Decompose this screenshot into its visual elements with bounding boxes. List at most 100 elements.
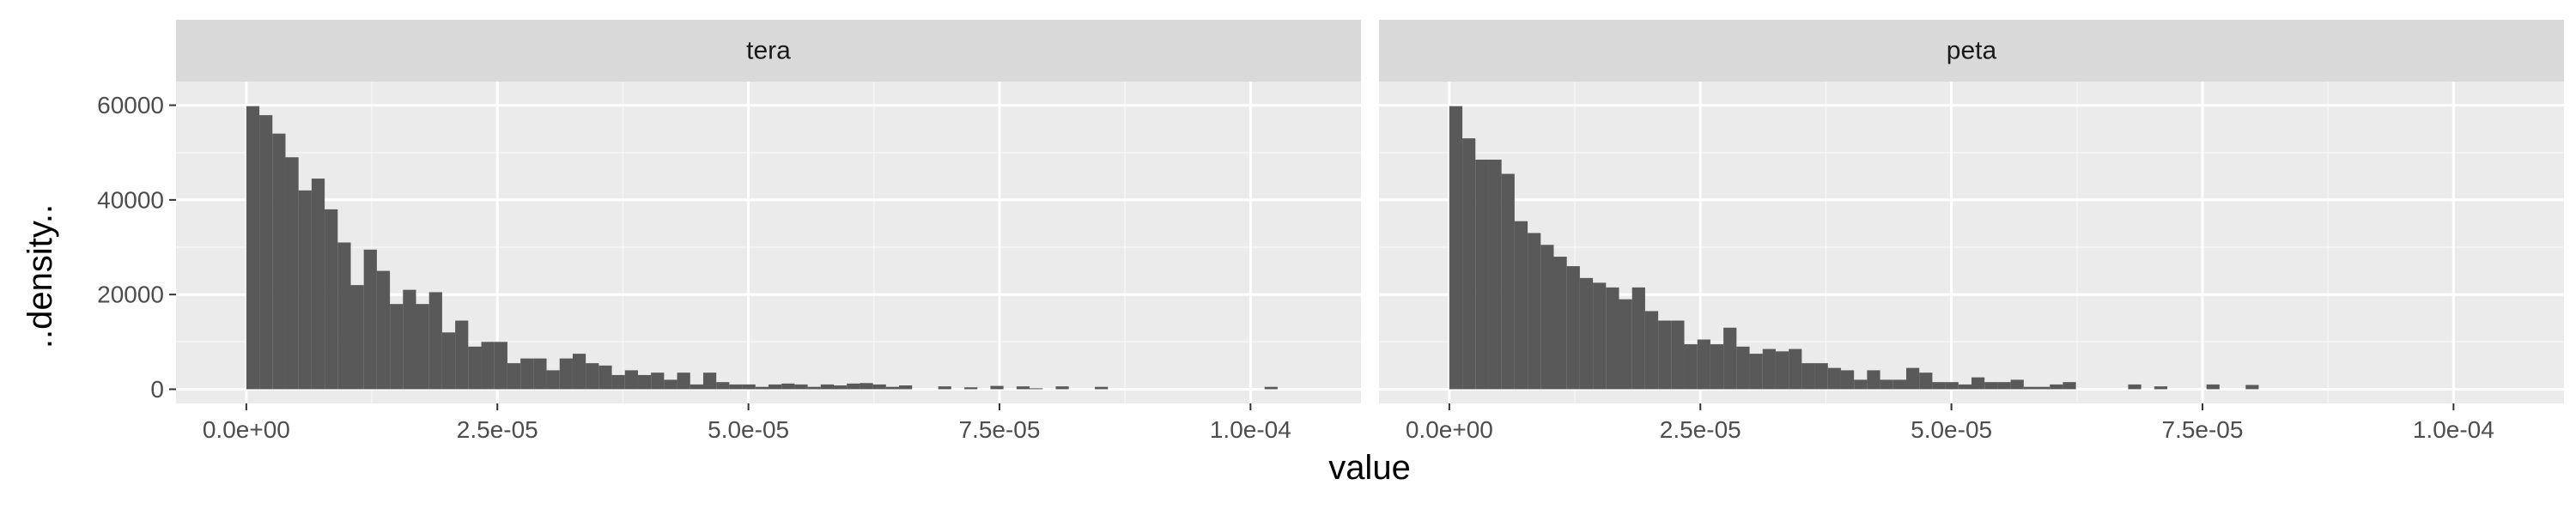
histogram-bar [2206, 384, 2220, 390]
strip-label-tera: tera [746, 37, 791, 65]
histogram-bar [1723, 327, 1737, 390]
histogram-bar [1030, 388, 1043, 390]
x-tick-label: 2.5e-05 [1660, 416, 1741, 443]
histogram-bar [781, 383, 795, 390]
histogram-bar [298, 190, 312, 390]
histogram-bar [1501, 173, 1515, 390]
histogram-bar [2010, 379, 2024, 390]
histogram-bar [1880, 379, 1893, 390]
histogram-bar [1971, 377, 1985, 390]
histogram-bar [533, 358, 547, 390]
histogram-bar [1606, 287, 1619, 390]
histogram-bar [520, 358, 534, 390]
histogram-bar [1919, 373, 1933, 390]
histogram-bar [1514, 221, 1528, 390]
histogram-bar [1932, 382, 1946, 390]
histogram-bar [938, 386, 951, 390]
histogram-bar [664, 379, 677, 390]
histogram-bar [598, 365, 612, 390]
histogram-bar [794, 384, 808, 390]
histogram-bar [337, 242, 351, 390]
histogram-bar [651, 373, 665, 390]
histogram-bar [285, 157, 299, 390]
histogram-bar [1658, 320, 1672, 390]
histogram-bar [1095, 386, 1109, 390]
histogram-bar [2050, 384, 2063, 390]
histogram-bar [272, 133, 286, 390]
histogram-bar [755, 386, 769, 390]
y-tick-label: 60000 [97, 92, 164, 118]
histogram-bar [742, 384, 756, 390]
x-tick-label: 2.5e-05 [457, 416, 538, 443]
histogram-bar [1736, 346, 1750, 390]
histogram-bar [1566, 266, 1580, 390]
histogram-bar [1488, 159, 1502, 390]
strip-label-peta: peta [1947, 37, 1997, 65]
histogram-bar [1016, 386, 1030, 390]
histogram-bar [390, 304, 404, 390]
histogram-bar [1854, 379, 1868, 390]
histogram-bar [1462, 138, 1476, 390]
histogram-bar [2154, 386, 2168, 390]
histogram-bar [1540, 245, 1554, 390]
histogram-bar [416, 304, 429, 390]
histogram-bar [1644, 311, 1659, 390]
histogram-bar [1671, 320, 1685, 390]
histogram-bar [1055, 386, 1069, 390]
histogram-bar [690, 384, 703, 390]
y-tick-label: 20000 [97, 282, 164, 308]
histogram-bar [1905, 367, 1920, 390]
histogram-bar [376, 270, 391, 390]
histogram-bar [716, 382, 730, 390]
histogram-bar [259, 115, 273, 390]
histogram-bar [311, 179, 325, 390]
histogram-bar [729, 384, 743, 390]
histogram-bar [807, 386, 821, 390]
histogram-bar [246, 106, 260, 390]
strip-background [1379, 20, 2564, 82]
histogram-bar [572, 354, 586, 390]
histogram-bar [1697, 339, 1710, 390]
histogram-bar [2128, 384, 2142, 390]
histogram-bar [1710, 344, 1724, 390]
histogram-bars [246, 106, 1278, 390]
histogram-bar [1867, 370, 1880, 390]
x-tick-label: 0.0e+00 [1406, 416, 1493, 443]
x-tick-label: 7.5e-05 [2161, 416, 2243, 443]
facet-panel-peta: peta 0.0e+00 2.5e-05 5.0e-05 7.5e-05 1.0e-04 [1379, 20, 2564, 443]
histogram-bar [1762, 348, 1776, 390]
y-axis-title: ..density.. [21, 204, 59, 348]
x-tick-label: 1.0e-04 [2413, 416, 2494, 443]
histogram-bar [1619, 299, 1632, 390]
histogram-bar [546, 370, 560, 390]
histogram-bar [559, 358, 573, 390]
histogram-bar [1958, 384, 1971, 390]
histogram-bar [990, 385, 1004, 390]
histogram-bar [1814, 363, 1828, 390]
histogram-bar [1264, 386, 1278, 390]
histogram-bar [507, 363, 521, 390]
x-tick-label: 1.0e-04 [1210, 416, 1291, 443]
histogram-bar [2023, 386, 2038, 390]
histogram-bar [1984, 382, 1998, 390]
histogram-bar [677, 373, 690, 390]
histogram-bar [860, 383, 873, 390]
histogram-bar [702, 373, 717, 390]
strip-background [176, 20, 1361, 82]
histogram-bar [1579, 277, 1594, 390]
y-axis-ticks: 0 20000 40000 60000 [97, 92, 176, 403]
histogram-bar [1475, 159, 1489, 390]
histogram-bar [441, 332, 456, 390]
x-axis-ticks: 0.0e+00 2.5e-05 5.0e-05 7.5e-05 1.0e-04 [1406, 403, 2494, 443]
y-tick-label: 40000 [97, 186, 164, 213]
histogram-bar [624, 370, 638, 390]
histogram-bar [586, 363, 599, 390]
histogram-bars [1449, 106, 2259, 390]
x-axis-ticks: 0.0e+00 2.5e-05 5.0e-05 7.5e-05 1.0e-04 [203, 403, 1291, 443]
histogram-bar [1749, 354, 1763, 390]
histogram-bar [1997, 382, 2011, 390]
histogram-bar [325, 209, 338, 390]
histogram-bar [1945, 382, 1959, 390]
x-tick-label: 7.5e-05 [958, 416, 1040, 443]
